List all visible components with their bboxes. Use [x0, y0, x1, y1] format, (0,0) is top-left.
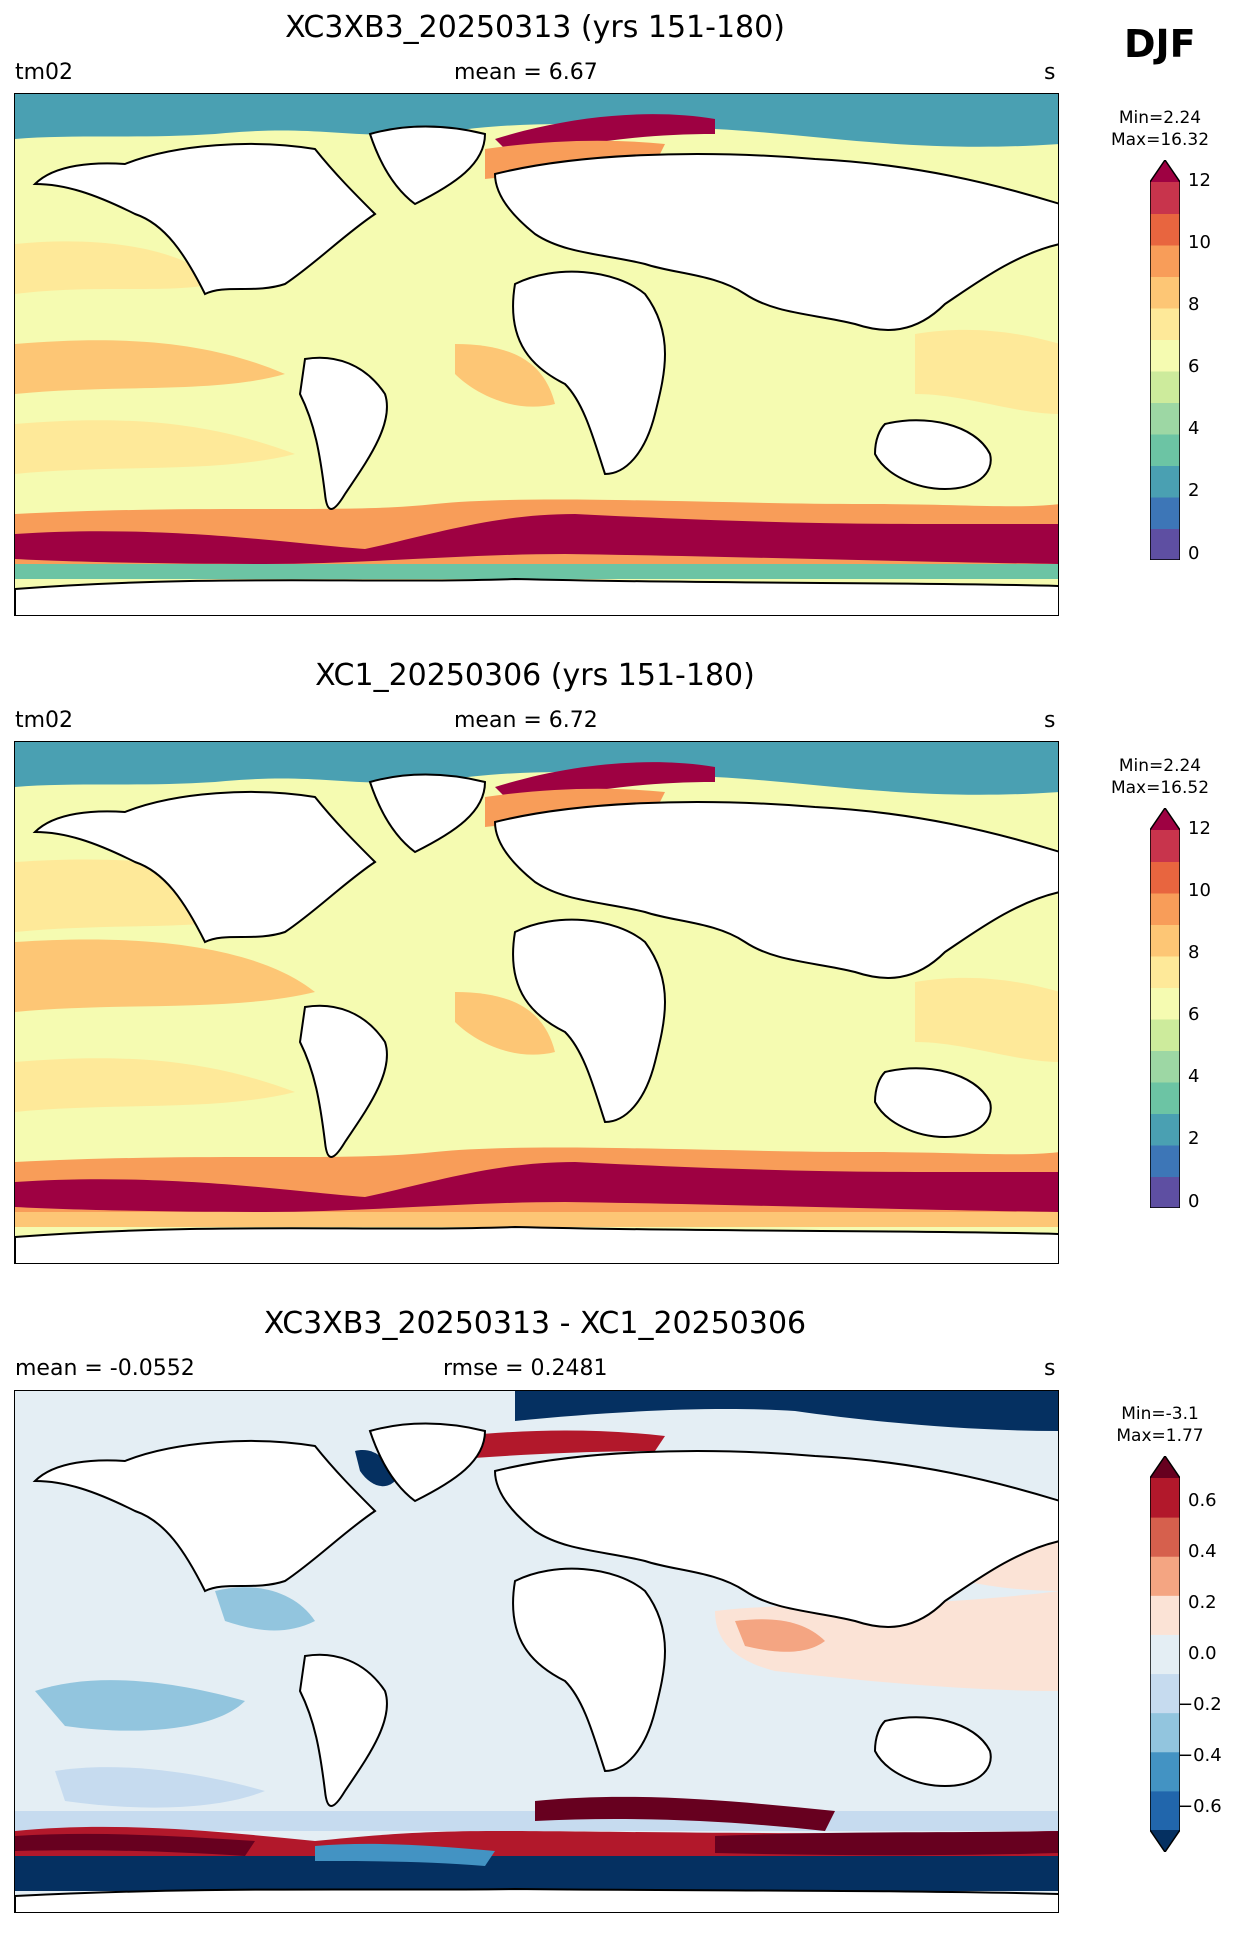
season-label: DJF: [1124, 22, 1196, 66]
cb3-tick: 0.0: [1188, 1643, 1217, 1664]
panel2-max-text: Max=16.52: [1110, 778, 1210, 798]
cb2-tick: 10: [1188, 880, 1211, 901]
panel2-min-text: Min=2.24: [1118, 756, 1202, 776]
panel1-map: [14, 93, 1059, 616]
panel3-title: XC3XB3_20250313 - XC1_20250306: [263, 1306, 807, 1341]
colorbar-segment: [1150, 497, 1180, 529]
panel3-max-text: Max=1.77: [1116, 1426, 1204, 1446]
colorbar-extend-arrow-top: [1150, 1456, 1180, 1478]
cb1-tick: 4: [1188, 418, 1200, 439]
panel2-colorbar: [1149, 806, 1181, 1212]
colorbar-segment: [1150, 1176, 1180, 1209]
colorbar-segment: [1150, 1556, 1180, 1596]
panel1-title: XC3XB3_20250313 (yrs 151-180): [285, 10, 785, 45]
colorbar-extend-arrow: [1150, 808, 1180, 830]
panel1-units-label: s: [1044, 60, 1056, 85]
panel2-title: XC1_20250306 (yrs 151-180): [315, 658, 755, 693]
cb1-tick: 2: [1188, 480, 1200, 501]
cb1-tick: 8: [1188, 294, 1200, 315]
cb2-tick: 4: [1188, 1066, 1200, 1087]
colorbar-segment: [1150, 1595, 1180, 1635]
panel1-colorbar: [1149, 158, 1181, 564]
cb3-tick: −0.2: [1178, 1694, 1222, 1715]
colorbar-segment: [1150, 276, 1180, 309]
colorbar-segment: [1150, 1712, 1180, 1753]
cb1-tick: 6: [1188, 356, 1200, 377]
cb2-tick: 6: [1188, 1004, 1200, 1025]
panel1-min-text: Min=2.24: [1118, 108, 1202, 128]
panel1-mean-label: mean = 6.67: [454, 60, 598, 85]
colorbar-segment: [1150, 1790, 1180, 1831]
colorbar-segment: [1150, 339, 1180, 372]
colorbar-segment: [1150, 830, 1180, 862]
cb3-tick: 0.2: [1188, 1592, 1217, 1613]
colorbar-segment: [1150, 1113, 1180, 1146]
colorbar-segment: [1150, 245, 1180, 277]
panel1-variable-label: tm02: [15, 60, 74, 85]
cb1-tick: 10: [1188, 232, 1211, 253]
colorbar-segment: [1150, 861, 1180, 894]
cb3-tick: −0.4: [1178, 1745, 1222, 1766]
colorbar-segment: [1150, 1019, 1180, 1051]
colorbar-segment: [1150, 308, 1180, 340]
colorbar-segment: [1150, 1751, 1180, 1792]
cb1-tick: 0: [1188, 543, 1200, 564]
colorbar-segment: [1150, 182, 1180, 214]
cb1-tick: 12: [1188, 170, 1211, 191]
colorbar-segment: [1150, 987, 1180, 1020]
cb2-tick: 2: [1188, 1128, 1200, 1149]
colorbar-segment: [1150, 924, 1180, 957]
colorbar-segment: [1150, 1082, 1180, 1114]
cb2-tick: 8: [1188, 942, 1200, 963]
colorbar-segment: [1150, 465, 1180, 498]
colorbar-segment: [1150, 1517, 1180, 1557]
colorbar-segment: [1150, 213, 1180, 246]
panel3-rmse-label: rmse = 0.2481: [443, 1356, 608, 1381]
colorbar-segment: [1150, 893, 1180, 925]
colorbar-segment: [1150, 528, 1180, 561]
colorbar-extend-arrow-bottom: [1150, 1830, 1180, 1852]
colorbar-segment: [1150, 1145, 1180, 1177]
colorbar-segment: [1150, 1634, 1180, 1675]
panel3-units-label: s: [1044, 1356, 1056, 1381]
panel2-units-label: s: [1044, 708, 1056, 733]
colorbar-segment: [1150, 1673, 1180, 1714]
cb3-tick: 0.4: [1188, 1541, 1217, 1562]
cb3-tick: −0.6: [1178, 1796, 1222, 1817]
colorbar-segment: [1150, 1050, 1180, 1083]
colorbar-segment: [1150, 371, 1180, 403]
panel2-variable-label: tm02: [15, 708, 74, 733]
panel3-map: [14, 1390, 1059, 1913]
colorbar-segment: [1150, 956, 1180, 988]
colorbar-extend-arrow: [1150, 160, 1180, 182]
cb2-tick: 0: [1188, 1191, 1200, 1212]
panel2-mean-label: mean = 6.72: [454, 708, 598, 733]
panel2-map: [14, 741, 1059, 1264]
panel3-mean-label: mean = -0.0552: [15, 1356, 195, 1381]
cb3-tick: 0.6: [1188, 1490, 1217, 1511]
colorbar-segment: [1150, 434, 1180, 466]
colorbar-segment: [1150, 402, 1180, 435]
panel3-min-text: Min=-3.1: [1121, 1404, 1199, 1424]
panel3-colorbar: [1149, 1454, 1181, 1856]
cb2-tick: 12: [1188, 818, 1211, 839]
panel1-max-text: Max=16.32: [1110, 130, 1210, 150]
colorbar-segment: [1150, 1478, 1180, 1518]
